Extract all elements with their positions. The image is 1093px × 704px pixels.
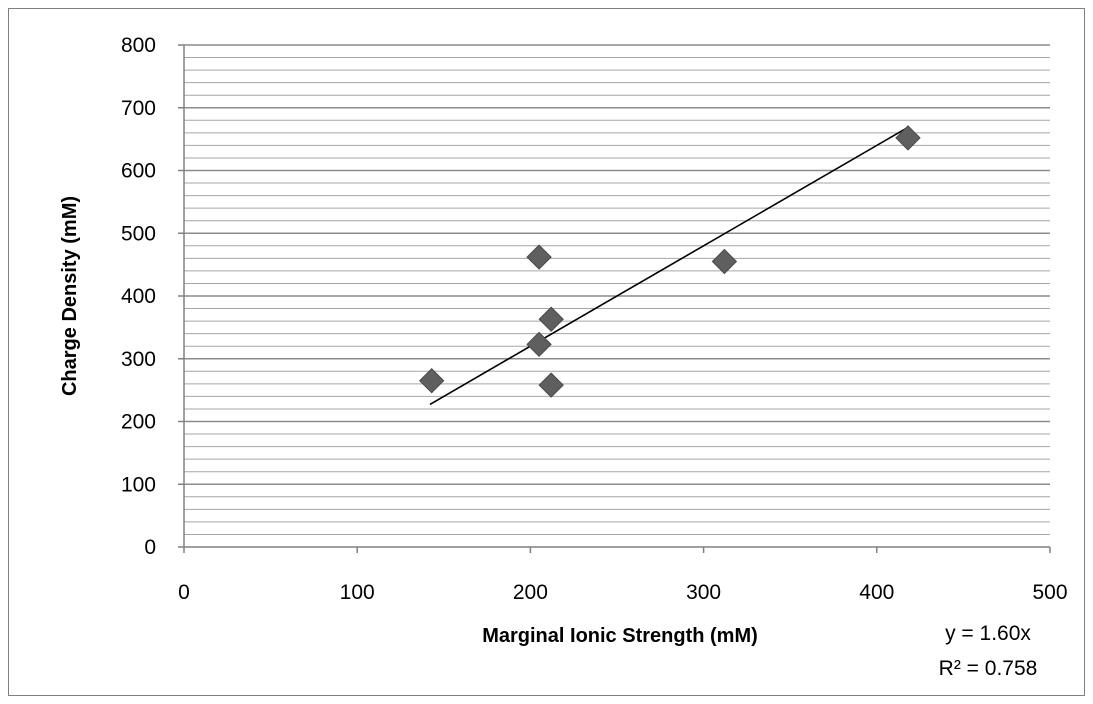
- x-tick-label: 400: [859, 581, 894, 604]
- y-axis-title: Charge Density (mM): [59, 196, 81, 396]
- chart-frame: [8, 8, 1085, 696]
- y-tick-label: 300: [121, 348, 156, 371]
- trendline-r-squared: R² = 0.758: [939, 657, 1038, 680]
- x-tick-label: 0: [178, 581, 190, 604]
- data-point-marker: [526, 244, 552, 270]
- x-tick-label: 200: [513, 581, 548, 604]
- y-tick-label: 800: [121, 34, 156, 57]
- x-tick-label: 300: [686, 581, 721, 604]
- x-axis-title: Marginal Ionic Strength (mM): [482, 625, 758, 647]
- gridlines: [184, 44, 1050, 535]
- data-point-marker: [526, 331, 552, 358]
- y-tick-label: 500: [121, 222, 156, 245]
- y-tick-label: 400: [121, 285, 156, 308]
- y-tick-label: 100: [121, 473, 156, 496]
- y-tick-label: 700: [121, 97, 156, 120]
- trendline: [429, 126, 909, 406]
- y-tick-label: 200: [121, 411, 156, 434]
- trendline-equation: y = 1.60x: [945, 622, 1031, 645]
- x-tick-labels: 0 100 200 300 400 500: [178, 547, 1068, 604]
- trendline-group: [429, 126, 909, 406]
- x-tick-label: 500: [1032, 581, 1067, 604]
- data-point-marker: [538, 372, 564, 398]
- y-tick-label: 0: [144, 536, 156, 559]
- data-point-marker: [418, 368, 445, 394]
- data-point-marker: [711, 248, 738, 275]
- data-point-marker: [895, 125, 921, 151]
- data-point-marker: [538, 306, 564, 332]
- data-points: [418, 125, 921, 398]
- x-tick-label: 100: [340, 581, 375, 604]
- y-tick-labels: 0 100 200 300 400 500 600 700 800: [121, 34, 184, 559]
- y-tick-label: 600: [121, 160, 156, 183]
